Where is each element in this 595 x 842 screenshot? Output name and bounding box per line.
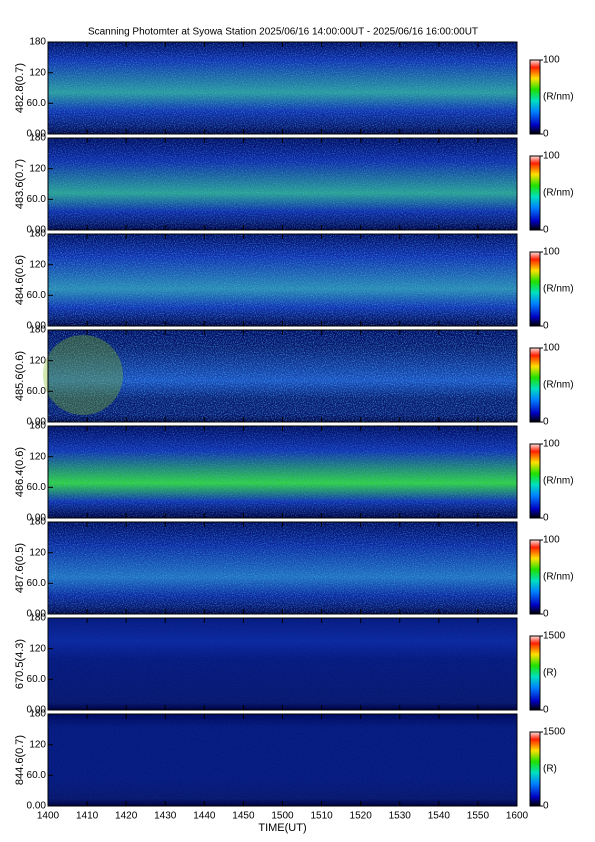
- y-tick-label: 180: [29, 517, 46, 528]
- y-tick-label: 60.0: [27, 290, 47, 301]
- y-axis-label: 485.6(0.6): [14, 351, 26, 401]
- colorbar-tick-label: 0: [543, 225, 549, 236]
- colorbar-label: (R/nm): [543, 188, 574, 199]
- y-tick-label: 0.00: [27, 129, 47, 140]
- y-tick-label: 0.00: [27, 705, 47, 716]
- y-tick-label: 120: [29, 451, 46, 462]
- y-tick-label: 60.0: [27, 386, 47, 397]
- colorbar-label: (R/nm): [543, 476, 574, 487]
- y-tick-label: 180: [29, 229, 46, 240]
- colorbar-tick-label: 0: [543, 513, 549, 524]
- y-tick-label: 120: [29, 163, 46, 174]
- heatmap-speckle: [48, 42, 517, 134]
- colorbar: [529, 155, 541, 231]
- colorbar-tick-label: 100: [543, 247, 560, 258]
- chart-title: Scanning Photomter at Syowa Station 2025…: [88, 27, 478, 38]
- x-tick-label: 1430: [154, 811, 177, 822]
- y-tick-label: 180: [29, 133, 46, 144]
- x-tick-label: 1510: [310, 811, 333, 822]
- y-tick-label: 60.0: [27, 482, 47, 493]
- colorbar-tick-label: 0: [543, 801, 549, 812]
- colorbar-tick-label: 100: [543, 55, 560, 66]
- colorbar: [529, 443, 541, 519]
- aurora-patch: [43, 335, 123, 415]
- colorbar: [529, 347, 541, 423]
- y-tick-label: 120: [29, 259, 46, 270]
- y-axis-label: 482.8(0.7): [14, 63, 26, 113]
- x-tick-label: 1530: [389, 811, 412, 822]
- heatmap-speckle: [48, 426, 517, 518]
- y-tick-label: 120: [29, 643, 46, 654]
- x-tick-label: 1520: [350, 811, 373, 822]
- heatmap-speckle: [48, 234, 517, 326]
- y-tick-label: 180: [29, 325, 46, 336]
- colorbar: [529, 731, 541, 807]
- y-tick-label: 0.00: [27, 801, 47, 812]
- y-tick-label: 180: [29, 613, 46, 624]
- x-tick-label: 1450: [232, 811, 255, 822]
- heatmap-speckle: [48, 714, 517, 806]
- y-tick-label: 0.00: [27, 609, 47, 620]
- colorbar-tick-label: 0: [543, 129, 549, 140]
- colorbar-tick-label: 0: [543, 321, 549, 332]
- y-tick-label: 60.0: [27, 98, 47, 109]
- colorbar-tick-label: 100: [543, 535, 560, 546]
- heatmap-speckle: [48, 522, 517, 614]
- colorbar-label: (R/nm): [543, 92, 574, 103]
- colorbar-tick-label: 100: [543, 151, 560, 162]
- colorbar-tick-label: 0: [543, 609, 549, 620]
- x-tick-label: 1440: [193, 811, 216, 822]
- heatmap-speckle: [48, 330, 517, 422]
- y-axis-label: 484.6(0.6): [14, 255, 26, 305]
- y-tick-label: 0.00: [27, 321, 47, 332]
- x-tick-label: 1540: [428, 811, 451, 822]
- y-tick-label: 120: [29, 547, 46, 558]
- y-axis-label: 483.6(0.7): [14, 159, 26, 209]
- y-tick-label: 60.0: [27, 674, 47, 685]
- y-tick-label: 120: [29, 355, 46, 366]
- x-axis-label: TIME(UT): [258, 822, 306, 834]
- x-tick-label: 1600: [506, 811, 529, 822]
- colorbar: [529, 539, 541, 615]
- x-tick-label: 1400: [37, 811, 60, 822]
- x-tick-label: 1420: [115, 811, 138, 822]
- colorbar: [529, 635, 541, 711]
- colorbar-tick-label: 0: [543, 417, 549, 428]
- colorbar-tick-label: 1500: [543, 631, 566, 642]
- y-tick-label: 0.00: [27, 417, 47, 428]
- colorbar-label: (R/nm): [543, 572, 574, 583]
- heatmap-speckle: [48, 618, 517, 710]
- y-tick-label: 180: [29, 421, 46, 432]
- colorbar-tick-label: 1500: [543, 727, 566, 738]
- colorbar: [529, 251, 541, 327]
- y-tick-label: 180: [29, 709, 46, 720]
- colorbar: [529, 59, 541, 135]
- y-tick-label: 180: [29, 37, 46, 48]
- y-tick-label: 0.00: [27, 513, 47, 524]
- y-axis-label: 487.6(0.5): [14, 543, 26, 593]
- colorbar-tick-label: 100: [543, 343, 560, 354]
- y-tick-label: 60.0: [27, 578, 47, 589]
- x-tick-label: 1500: [271, 811, 294, 822]
- y-tick-label: 0.00: [27, 225, 47, 236]
- y-tick-label: 60.0: [27, 194, 47, 205]
- y-tick-label: 60.0: [27, 770, 47, 781]
- y-axis-label: 486.4(0.6): [14, 447, 26, 497]
- heatmap-speckle: [48, 138, 517, 230]
- colorbar-tick-label: 0: [543, 705, 549, 716]
- y-tick-label: 120: [29, 67, 46, 78]
- colorbar-label: (R/nm): [543, 380, 574, 391]
- y-axis-label: 844.6(0.7): [14, 735, 26, 785]
- x-tick-label: 1550: [467, 811, 490, 822]
- x-tick-label: 1410: [76, 811, 99, 822]
- y-axis-label: 670.5(4.3): [14, 639, 26, 689]
- colorbar-tick-label: 100: [543, 439, 560, 450]
- y-tick-label: 120: [29, 739, 46, 750]
- colorbar-label: (R/nm): [543, 284, 574, 295]
- colorbar-label: (R): [543, 668, 557, 679]
- colorbar-label: (R): [543, 764, 557, 775]
